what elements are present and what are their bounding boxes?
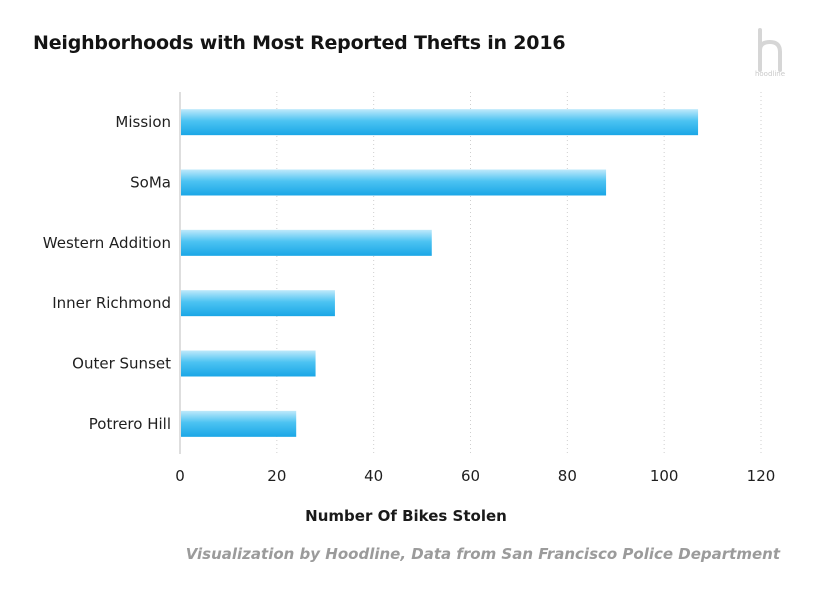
x-tick-label: 100 (650, 467, 679, 485)
x-tick-label: 0 (175, 467, 185, 485)
chart-title: Neighborhoods with Most Reported Thefts … (33, 32, 566, 54)
bar-western-addition (181, 229, 432, 256)
bar-outer-sunset (181, 350, 316, 377)
x-tick-label: 40 (364, 467, 383, 485)
category-label: SoMa (130, 174, 171, 192)
category-label: Western Addition (43, 234, 171, 252)
x-tick-label: 60 (461, 467, 480, 485)
bar-potrero-hill (181, 410, 297, 437)
bar-mission (181, 109, 699, 136)
x-tick-label: 80 (558, 467, 577, 485)
bars (181, 109, 699, 437)
x-axis-label: Number Of Bikes Stolen (0, 507, 816, 525)
x-tick-labels: 0 20 40 60 80 100 120 (175, 467, 775, 485)
bar-soma (181, 169, 607, 196)
x-tick-label: 20 (267, 467, 286, 485)
logo-text: hoodline (754, 70, 786, 78)
category-labels: Mission SoMa Western Addition Inner Richmon… (43, 113, 171, 433)
bar-inner-richmond (181, 290, 335, 317)
x-tick-label: 120 (747, 467, 776, 485)
category-label: Outer Sunset (72, 355, 171, 373)
x-axis-label-text: Number Of Bikes Stolen (305, 507, 507, 525)
category-label: Inner Richmond (52, 294, 171, 312)
category-label: Mission (115, 113, 171, 131)
source-credit: Visualization by Hoodline, Data from San… (185, 545, 780, 563)
category-label: Potrero Hill (89, 415, 171, 433)
grid-lines (276, 92, 762, 454)
hoodline-h-icon (758, 28, 782, 72)
